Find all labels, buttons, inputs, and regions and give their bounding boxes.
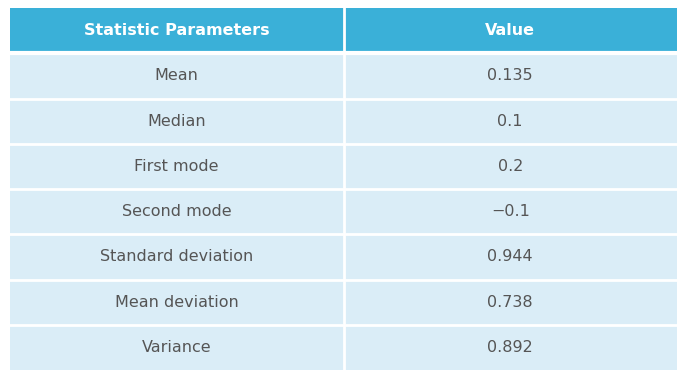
Bar (344, 325, 677, 370)
Text: First mode: First mode (135, 159, 219, 174)
Text: −0.1: −0.1 (491, 204, 530, 219)
Bar (344, 189, 677, 234)
Bar (10, 234, 344, 279)
Bar (10, 8, 344, 53)
Bar (10, 189, 344, 234)
Bar (344, 234, 677, 279)
Bar (344, 8, 677, 53)
Text: Median: Median (148, 114, 206, 128)
Text: 0.892: 0.892 (487, 340, 533, 355)
Bar (10, 144, 344, 189)
Bar (10, 279, 344, 325)
Text: Value: Value (485, 23, 535, 38)
Text: Mean: Mean (155, 68, 199, 83)
Text: 0.135: 0.135 (488, 68, 533, 83)
Text: Statistic Parameters: Statistic Parameters (84, 23, 269, 38)
Bar (344, 53, 677, 99)
Text: Second mode: Second mode (122, 204, 232, 219)
Bar (10, 99, 344, 144)
Text: 0.738: 0.738 (488, 295, 533, 310)
Text: 0.944: 0.944 (488, 249, 533, 264)
Bar (344, 99, 677, 144)
Text: Standard deviation: Standard deviation (100, 249, 254, 264)
Bar (344, 279, 677, 325)
Text: Variance: Variance (142, 340, 212, 355)
Bar (10, 53, 344, 99)
Bar (10, 325, 344, 370)
Bar (344, 144, 677, 189)
Text: Mean deviation: Mean deviation (115, 295, 238, 310)
Text: 0.2: 0.2 (497, 159, 523, 174)
Text: 0.1: 0.1 (497, 114, 523, 128)
